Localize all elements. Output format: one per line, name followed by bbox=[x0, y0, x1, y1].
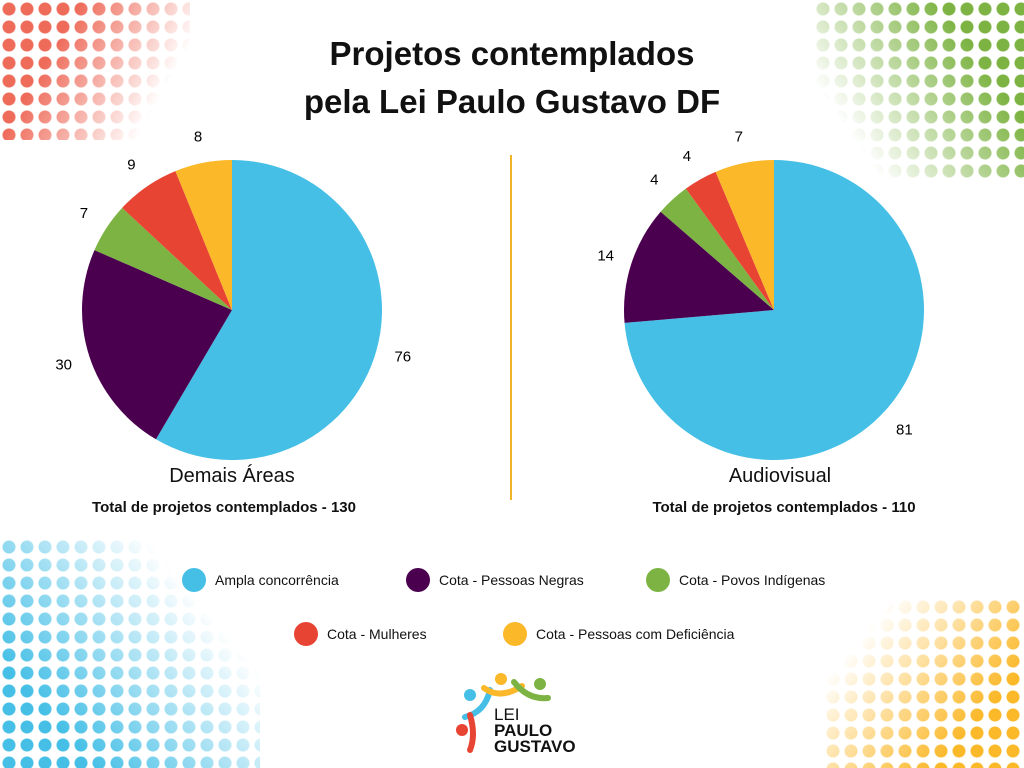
pie-slice bbox=[122, 171, 232, 310]
page-title: Projetos contemplados pela Lei Paulo Gus… bbox=[0, 30, 1024, 126]
legend-swatch bbox=[503, 622, 527, 646]
pie-slice bbox=[624, 160, 924, 460]
pie-slice bbox=[175, 160, 232, 310]
legend-item-ampla: Ampla concorrência bbox=[182, 568, 339, 592]
legend-label: Cota - Pessoas com Deficiência bbox=[536, 626, 735, 642]
logo-text: PAULO bbox=[494, 721, 553, 740]
legend-item-negras: Cota - Pessoas Negras bbox=[406, 568, 584, 592]
chart-title-audiovisual: Audiovisual bbox=[728, 465, 832, 487]
pie-slice bbox=[82, 250, 232, 440]
data-label: 8 bbox=[194, 128, 202, 145]
data-label: 7 bbox=[735, 129, 743, 146]
legend-swatch bbox=[182, 568, 206, 592]
pie-slice bbox=[660, 188, 774, 310]
logo-figures-icon bbox=[456, 673, 551, 753]
legend-item-mulheres: Cota - Mulheres bbox=[294, 622, 427, 646]
data-label: 81 bbox=[896, 422, 913, 439]
legend-item-deficiencia: Cota - Pessoas com Deficiência bbox=[503, 622, 734, 646]
legend-item-indigenas: Cota - Povos Indígenas bbox=[646, 568, 825, 592]
legend-label: Cota - Pessoas Negras bbox=[439, 572, 584, 588]
legend-label: Cota - Povos Indígenas bbox=[679, 572, 826, 588]
title-line-1: Projetos contemplados bbox=[329, 35, 695, 72]
title-line-2: pela Lei Paulo Gustavo DF bbox=[303, 83, 721, 120]
logo-text: GUSTAVO bbox=[494, 737, 576, 756]
data-label: 30 bbox=[55, 357, 72, 374]
decorative-dots-yellow bbox=[824, 598, 1024, 768]
pie-slice bbox=[685, 171, 774, 310]
chart-total-demais: Total de projetos contemplados - 130 bbox=[92, 499, 356, 516]
data-label: 7 bbox=[80, 205, 88, 222]
chart-total-audiovisual: Total de projetos contemplados - 110 bbox=[652, 499, 916, 516]
decorative-dots-green bbox=[814, 0, 1024, 180]
legend-label: Cota - Mulheres bbox=[327, 626, 427, 642]
divider bbox=[510, 155, 512, 500]
pie-slice bbox=[624, 211, 774, 323]
data-label: 14 bbox=[597, 247, 614, 264]
legend-swatch bbox=[406, 568, 430, 592]
decorative-dots-red bbox=[0, 0, 190, 140]
legend-label: Ampla concorrência bbox=[215, 572, 339, 588]
data-label: 4 bbox=[683, 148, 691, 165]
pie-slice bbox=[94, 207, 232, 310]
pie-slice bbox=[715, 160, 774, 310]
decorative-dots-blue bbox=[0, 538, 260, 768]
logo-text: LEI bbox=[494, 705, 520, 724]
data-label: 4 bbox=[650, 172, 658, 189]
legend-swatch bbox=[646, 568, 670, 592]
chart-title-demais: Demais Áreas bbox=[169, 465, 295, 487]
data-label: 76 bbox=[394, 348, 411, 365]
data-label: 9 bbox=[127, 156, 135, 173]
lei-paulo-gustavo-logo: LEI PAULO GUSTAVO bbox=[450, 670, 580, 760]
legend-swatch bbox=[294, 622, 318, 646]
pie-slice bbox=[155, 160, 383, 461]
